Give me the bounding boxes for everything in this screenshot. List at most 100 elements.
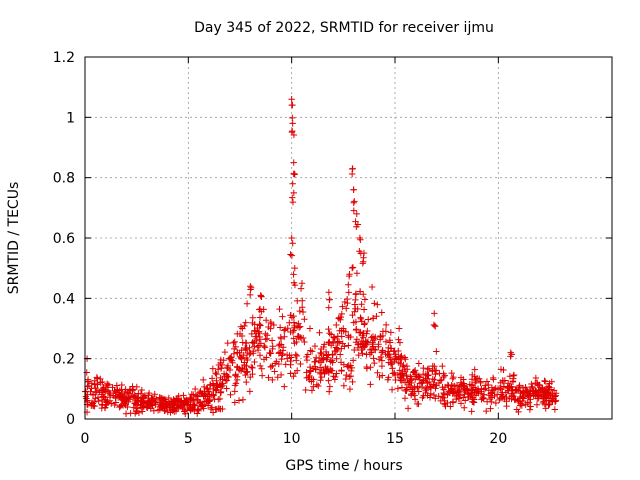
data-point (299, 308, 307, 316)
data-point (263, 354, 270, 361)
data-point (446, 389, 453, 397)
data-point (207, 405, 215, 413)
data-point (247, 286, 254, 293)
data-point (395, 325, 403, 332)
data-point (230, 339, 237, 347)
data-point (284, 325, 291, 332)
data-point (218, 365, 225, 372)
data-point (133, 383, 140, 391)
data-point (499, 389, 506, 396)
y-tick-label: 0.6 (53, 231, 75, 247)
data-point (231, 345, 238, 353)
data-point (453, 395, 460, 403)
data-point (398, 370, 405, 377)
data-point (348, 364, 356, 372)
data-point (433, 348, 440, 355)
y-tick-label: 0 (66, 412, 75, 428)
data-point (213, 383, 221, 390)
data-points (81, 96, 560, 417)
data-point (323, 367, 330, 375)
data-point (402, 387, 409, 395)
data-point (398, 352, 405, 360)
data-point (308, 348, 316, 355)
data-point (281, 333, 288, 340)
data-point (146, 398, 154, 405)
data-point (343, 305, 350, 312)
data-point (243, 369, 250, 376)
data-point (318, 373, 325, 381)
data-point (212, 387, 219, 394)
data-point (449, 398, 457, 405)
data-point (325, 377, 332, 384)
y-tick-label: 0.2 (53, 352, 75, 368)
data-point (503, 402, 510, 410)
data-point (292, 351, 299, 358)
data-point (299, 297, 306, 304)
data-point (415, 360, 422, 367)
data-point (219, 376, 226, 383)
data-point (138, 386, 146, 394)
data-point (276, 324, 284, 331)
data-point (361, 321, 368, 328)
data-point (242, 371, 249, 379)
data-point (337, 351, 344, 358)
data-point (338, 327, 345, 334)
data-point (194, 410, 201, 417)
data-point (415, 372, 423, 380)
data-point (351, 308, 358, 315)
data-point (212, 369, 219, 377)
data-point (376, 373, 383, 381)
data-point (348, 264, 356, 272)
data-point (426, 383, 434, 391)
data-point (361, 320, 368, 327)
data-point (163, 404, 170, 411)
data-point (339, 303, 346, 310)
data-point (273, 358, 280, 365)
data-point (357, 340, 364, 348)
data-point (507, 353, 514, 360)
data-point (321, 341, 328, 348)
data-point (189, 397, 197, 405)
data-point (350, 319, 357, 326)
data-point (267, 318, 274, 326)
data-point (308, 376, 315, 383)
data-point (338, 310, 345, 318)
data-point (350, 207, 358, 214)
data-point (241, 322, 248, 330)
data-point (349, 357, 357, 364)
data-point (247, 284, 255, 291)
data-point (173, 395, 180, 403)
data-point (288, 314, 296, 321)
data-point (450, 373, 457, 381)
data-point (304, 351, 312, 358)
data-point (455, 387, 462, 394)
data-point (290, 189, 298, 197)
data-point (435, 393, 442, 400)
data-point (223, 385, 230, 392)
data-point (290, 271, 297, 278)
data-point (190, 396, 198, 404)
data-point (247, 373, 254, 381)
data-point (350, 199, 357, 206)
data-point (171, 408, 178, 415)
data-point (431, 363, 438, 370)
data-point (448, 369, 455, 377)
data-point (254, 343, 261, 351)
data-point (497, 379, 504, 386)
data-point (375, 341, 382, 348)
data-point (112, 389, 120, 397)
data-point (343, 371, 350, 379)
data-point (291, 340, 298, 347)
data-point (359, 330, 367, 337)
data-point (492, 384, 499, 392)
data-point (317, 349, 324, 357)
data-point (109, 384, 116, 391)
data-point (338, 367, 345, 375)
data-point (311, 358, 318, 366)
data-point (426, 394, 434, 401)
data-point (258, 372, 266, 379)
data-point (414, 384, 421, 392)
data-point (167, 409, 174, 416)
data-point (261, 344, 269, 351)
data-point (137, 401, 144, 408)
